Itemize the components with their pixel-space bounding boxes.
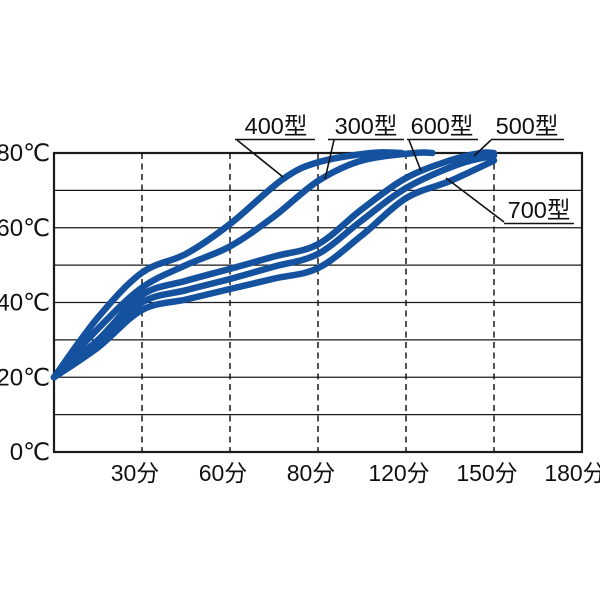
curve-400型 [50, 149, 405, 381]
plot-border [52, 151, 584, 454]
y-tick-label-60: 60℃ [0, 215, 50, 242]
series-callouts: 400型 300型 600型 500型 700型 [235, 113, 574, 225]
callout-leader-line-500型 [473, 139, 492, 157]
callout-600型: 600型 [407, 113, 478, 172]
callout-leader-line-600型 [408, 139, 422, 172]
x-tick-label-120分: 120分 [368, 460, 429, 486]
series-label-700型: 700型 [508, 197, 571, 223]
y-tick-label-20: 20℃ [0, 364, 50, 391]
series-label-400型: 400型 [245, 113, 308, 139]
x-tick-label-150分: 150分 [456, 460, 517, 486]
y-tick-label-40: 40℃ [0, 290, 50, 317]
x-tick-label-60分: 60分 [199, 460, 248, 486]
callout-400型: 400型 [235, 113, 315, 178]
x-tick-label-80分: 80分 [287, 460, 336, 486]
callout-leader-line-400型 [236, 139, 284, 178]
x-tick-label-30分: 30分 [111, 460, 160, 486]
series-label-500型: 500型 [496, 113, 559, 139]
curve-300型 [50, 149, 436, 381]
callout-300型: 300型 [324, 113, 404, 180]
callout-leader-line-700型 [445, 177, 505, 223]
x-tick-label-180分: 180分 [544, 460, 600, 486]
curve-500型 [50, 152, 498, 381]
x-axis-labels: 30分 60分 80分 120分 150分 180分 [111, 460, 600, 486]
y-tick-label-0: 0℃ [10, 439, 50, 466]
series-label-300型: 300型 [335, 113, 398, 139]
callout-700型: 700型 [445, 177, 574, 225]
curves [50, 149, 498, 381]
curve-600型 [50, 149, 498, 381]
callout-leader-line-300型 [324, 139, 335, 180]
series-label-600型: 600型 [411, 113, 474, 139]
y-axis-labels: 80℃ 60℃ 40℃ 20℃ 0℃ [0, 140, 50, 466]
curve-700型 [50, 157, 498, 381]
callout-500型: 500型 [473, 113, 564, 157]
y-tick-label-80: 80℃ [0, 140, 50, 167]
